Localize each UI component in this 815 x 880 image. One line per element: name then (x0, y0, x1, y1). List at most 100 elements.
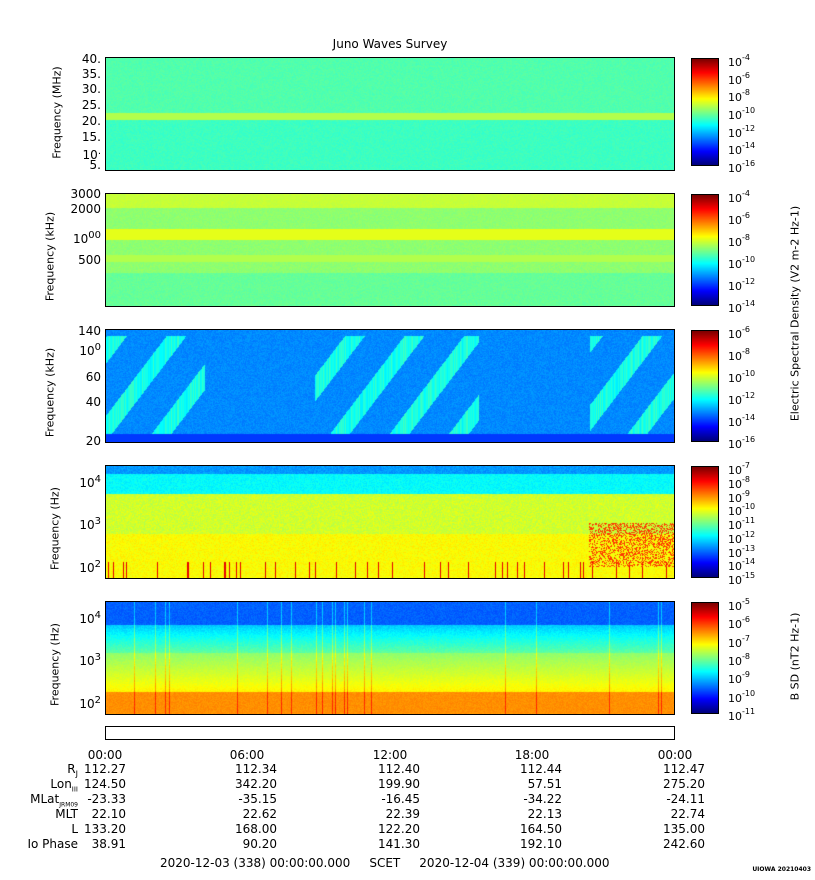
ephemeris-value: 57.51 (527, 777, 562, 791)
colorbar-label-e-text: Electric Spectral Density (V2 m-2 Hz-1) (788, 205, 802, 422)
colorbar-3 (691, 330, 719, 442)
colorbar-tick-label: 10-10 (728, 106, 756, 122)
y-tick-label: 140 (78, 324, 101, 339)
spectrogram-b-hz (106, 602, 674, 714)
colorbar-label-b-text: B SD (nT2 Hz-1) (788, 612, 802, 701)
colorbar-tick-label: 10-12 (728, 123, 756, 140)
ephemeris-value: 124.50 (84, 777, 126, 791)
ephemeris-value: 192.10 (520, 837, 562, 851)
y-tick-label: 102 (79, 559, 101, 576)
colorbar-label-e: Electric Spectral Density (V2 m-2 Hz-1) (789, 184, 802, 444)
y-tick-label: 20. (81, 113, 101, 128)
ephemeris-label: L (71, 822, 78, 836)
ephemeris-value: -23.33 (87, 792, 126, 806)
panel-3 (105, 329, 675, 443)
ephemeris-value: 112.47 (663, 762, 705, 776)
ephemeris-value: 22.13 (527, 807, 562, 821)
panel-4 (105, 465, 675, 579)
panel-2 (105, 193, 675, 307)
ephemeris-value: 22.10 (91, 807, 126, 821)
y-tick-label: 20 (85, 433, 101, 448)
y-tick-label: 5. (89, 158, 101, 173)
colorbar-tick-label: 10-12 (728, 529, 756, 546)
colorbar-tick-label: 10-8 (728, 347, 750, 363)
time-label: 18:00 (514, 748, 550, 762)
ephemeris-value: 141.30 (378, 837, 420, 851)
ephemeris-value: 112.44 (520, 762, 562, 776)
y-tick-label: 104 (79, 609, 101, 626)
colorbar-tick-label: 10-10 (728, 502, 756, 519)
colorbar-tick-label: 10-16 (728, 159, 756, 175)
ephemeris-value: 112.34 (235, 762, 277, 776)
ylabel-3: Frequency (kHz) (43, 347, 57, 438)
y-tick-label: 35. (81, 67, 101, 82)
ephemeris-value: -24.11 (666, 792, 705, 806)
colorbar-tick-label: 10-6 (728, 325, 750, 341)
colorbar-label-b: B SD (nT2 Hz-1) (789, 592, 802, 722)
colorbar-tick-label: 10-16 (728, 435, 756, 451)
colorbar-tick-label: 10-9 (728, 488, 750, 505)
ephemeris-value: 242.60 (663, 837, 705, 851)
colorbar-1 (691, 58, 719, 166)
ephemeris-label: RJ (67, 762, 78, 779)
ephemeris-value: 122.20 (378, 822, 420, 836)
colorbar-tick-label: 10-10 (728, 688, 756, 705)
ylabel-2: Frequency (kHz) (43, 211, 57, 302)
spectrogram-lf-khz (106, 194, 674, 306)
scet-footer: 2020-12-03 (338) 00:00:00.000 SCET 2020-… (160, 856, 610, 870)
colorbar-tick-label: 10-12 (728, 391, 756, 407)
ephemeris-value: -35.15 (238, 792, 277, 806)
y-tick-label: 25. (81, 97, 101, 112)
spectrogram-vlf-khz (106, 330, 674, 442)
ephemeris-value: 168.00 (235, 822, 277, 836)
time-label: 00:00 (657, 748, 693, 762)
y-tick-label: 104 (79, 473, 101, 490)
y-tick-label: 3000 (70, 187, 101, 202)
y-tick-label: 1000 (72, 230, 101, 247)
ephemeris-value: 112.27 (84, 762, 126, 776)
colorbar-tick-label: 10-6 (728, 211, 750, 227)
colorbar-tick-label: 10-4 (728, 53, 750, 69)
colorbar-tick-label: 10-10 (728, 369, 756, 385)
colorbar-tick-label: 10-5 (728, 597, 750, 613)
ephemeris-value: 135.00 (663, 822, 705, 836)
ephemeris-value: -16.45 (381, 792, 420, 806)
ephemeris-label: MLatJRM09 (30, 792, 78, 809)
y-tick-label: 100 (79, 342, 101, 359)
colorbar-tick-label: 10-8 (728, 88, 750, 105)
colorbar-tick-label: 10-11 (728, 707, 756, 723)
colorbar-tick-label: 10-14 (728, 557, 756, 574)
panel-1 (105, 57, 675, 171)
colorbar-2 (691, 194, 719, 306)
colorbar-tick-label: 10-8 (728, 652, 750, 668)
y-tick-label: 500 (78, 253, 101, 268)
colorbar-4 (691, 466, 719, 578)
ephemeris-value: 133.20 (84, 822, 126, 836)
colorbar-tick-label: 10-15 (728, 571, 756, 587)
time-axis-bar (105, 726, 675, 740)
colorbar-tick-label: 10-10 (728, 255, 756, 271)
chart-title: Juno Waves Survey (332, 37, 448, 51)
ephemeris-value: 164.50 (520, 822, 562, 836)
y-tick-label: 30. (81, 81, 101, 96)
panel-5 (105, 601, 675, 715)
ephemeris-value: 90.20 (242, 837, 277, 851)
y-tick-label: 60 (85, 369, 101, 384)
time-label: 00:00 (87, 748, 123, 762)
ephemeris-value: 112.40 (378, 762, 420, 776)
ephemeris-value: -34.22 (523, 792, 562, 806)
ephemeris-value: 342.20 (235, 777, 277, 791)
ephemeris-value: 22.39 (385, 807, 420, 821)
spectrogram-e-hz (106, 466, 674, 578)
uiowa-stamp: UIOWA 20210403 (752, 866, 811, 873)
ephemeris-value: 199.90 (378, 777, 420, 791)
ephemeris-value: 22.62 (242, 807, 277, 821)
colorbar-tick-label: 10-14 (728, 299, 756, 315)
time-label: 06:00 (229, 748, 265, 762)
colorbar-tick-label: 10-9 (728, 670, 750, 687)
y-tick-label: 10. (82, 145, 101, 162)
colorbar-tick-label: 10-7 (728, 633, 750, 650)
y-tick-label: 102 (79, 695, 101, 712)
ephemeris-label: MLT (55, 807, 78, 821)
ephemeris-label: LonIII (50, 777, 78, 794)
